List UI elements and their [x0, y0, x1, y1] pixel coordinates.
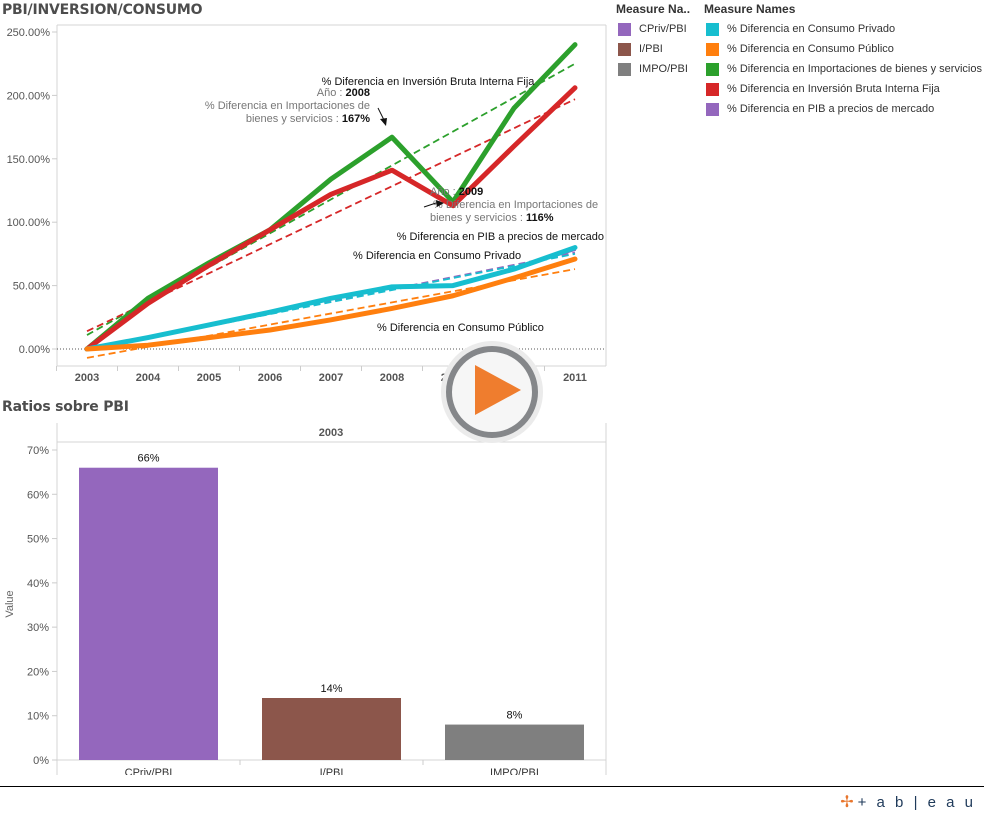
- legend-ratios-title: Measure Na..: [616, 2, 691, 16]
- legend-swatch: [706, 82, 719, 96]
- series-line: [84, 42, 578, 352]
- bar-marks: 66% CPriv/PBI 14% I/PBI 8% IMPO/PBI: [79, 453, 584, 775]
- legend-swatch: [706, 42, 719, 56]
- y-tick-label: 70%: [27, 445, 49, 457]
- legend-measure-item[interactable]: % Diferencia en PIB a precios de mercado: [704, 99, 982, 119]
- legend-swatch: [706, 22, 719, 36]
- play-button-ring: [446, 346, 538, 438]
- x-tick-label: 2005: [197, 372, 221, 384]
- legend-label: % Diferencia en Consumo Público: [727, 43, 894, 55]
- x-tick-label: 2004: [136, 372, 161, 384]
- y-tick-label: 30%: [27, 622, 49, 634]
- bar-data-label: 14%: [320, 683, 342, 695]
- bar-chart: 2003 0% 10% 20% 30% 40% 50% 60% 70% Value 66% CP…: [4, 423, 607, 775]
- legend-swatch: [618, 42, 631, 56]
- legend-swatch: [618, 22, 631, 36]
- x-tick-label: I/PBI: [320, 767, 344, 775]
- legend-label: % Diferencia en Importaciones de bienes …: [727, 63, 982, 75]
- annotation-year: Año : 2008: [317, 87, 370, 99]
- legend-label: CPriv/PBI: [639, 23, 687, 35]
- footer-divider: [0, 786, 984, 787]
- legend-label: % Diferencia en Inversión Bruta Interna …: [727, 83, 940, 95]
- y-tick-label: 250.00%: [7, 27, 51, 39]
- bar-data-label: 66%: [137, 453, 159, 465]
- legend-measure-item[interactable]: % Diferencia en Consumo Privado: [704, 19, 982, 39]
- bar-y-axis: 0% 10% 20% 30% 40% 50% 60% 70%: [27, 445, 57, 767]
- legend-swatch: [706, 102, 719, 116]
- x-tick-label: 2008: [380, 372, 404, 384]
- tableau-logo-text: + a b | e a u: [857, 793, 976, 811]
- y-tick-label: 0%: [33, 755, 49, 767]
- legend-ratio-item[interactable]: I/PBI: [616, 39, 690, 59]
- legend-label: IMPO/PBI: [639, 63, 688, 75]
- annotation-year: Año : 2009: [430, 186, 483, 198]
- y-tick-label: 50%: [27, 534, 49, 546]
- annotations: % Diferencia en Inversión Bruta Interna …: [205, 76, 604, 334]
- y-tick-label: 50.00%: [13, 281, 51, 293]
- line-series: [84, 42, 578, 352]
- annotation-measure: % Diferencia en Importaciones de: [433, 199, 598, 211]
- tableau-logo-mark-icon: ✢: [840, 794, 854, 811]
- y-tick-label: 0.00%: [19, 344, 50, 356]
- annotation-label: % Diferencia en PIB a precios de mercado: [397, 231, 604, 243]
- legend-ratio-item[interactable]: CPriv/PBI: [616, 19, 690, 39]
- annotation-measure: % Diferencia en Importaciones de: [205, 100, 370, 112]
- y-tick-label: 200.00%: [7, 90, 51, 102]
- line-y-axis: 0.00% 50.00% 100.00% 150.00% 200.00% 250.00%: [7, 27, 57, 356]
- play-button[interactable]: [441, 341, 543, 443]
- bar-chart-title: Ratios sobre PBI: [2, 399, 129, 415]
- bar: [262, 698, 401, 760]
- line-chart: 0.00%50.00%100.00%150.00%200.00%250.00% …: [7, 24, 607, 384]
- y-tick-label: 150.00%: [7, 154, 51, 166]
- series-line: [84, 85, 578, 352]
- line-chart-title: PBI/INVERSION/CONSUMO: [2, 2, 203, 18]
- play-icon: [475, 365, 521, 415]
- bar-y-axis-title: Value: [4, 590, 16, 617]
- y-tick-label: 100.00%: [7, 217, 51, 229]
- annotation-arrow: [423, 202, 437, 208]
- series-line: [84, 256, 578, 352]
- bar: [445, 724, 584, 760]
- y-tick-label: 20%: [27, 666, 49, 678]
- x-tick-label: 2007: [319, 372, 343, 384]
- y-tick-label: 60%: [27, 489, 49, 501]
- legend-swatch: [618, 62, 631, 76]
- legend-label: % Diferencia en Consumo Privado: [727, 23, 896, 35]
- y-tick-label: 10%: [27, 711, 49, 723]
- annotation-arrowhead: [436, 200, 444, 207]
- annotation-label: % Diferencia en Consumo Privado: [353, 250, 521, 262]
- annotation-value: bienes y servicios : 116%: [430, 212, 554, 224]
- legend-label: I/PBI: [639, 43, 663, 55]
- legend-label: % Diferencia en PIB a precios de mercado: [727, 103, 935, 115]
- legend-measures: Measure Names % Diferencia en Consumo Pr…: [704, 2, 982, 119]
- bar-header-label: 2003: [319, 427, 343, 439]
- bar: [79, 467, 218, 760]
- annotation-arrowhead: [380, 118, 387, 126]
- bar-data-label: 8%: [507, 710, 523, 722]
- annotation-label: % Diferencia en Consumo Público: [377, 322, 544, 334]
- legend-ratios: Measure Na.. CPriv/PBI I/PBI IMPO/PBI: [616, 2, 690, 79]
- legend-measure-item[interactable]: % Diferencia en Importaciones de bienes …: [704, 59, 982, 79]
- legend-measure-item[interactable]: % Diferencia en Inversión Bruta Interna …: [704, 79, 982, 99]
- x-tick-label: 2006: [258, 372, 282, 384]
- legend-swatch: [706, 62, 719, 76]
- annotation-value: bienes y servicios : 167%: [246, 113, 370, 125]
- annotation-arrow: [377, 107, 385, 121]
- x-tick-label: IMPO/PBI: [490, 767, 539, 775]
- x-tick-label: 2011: [563, 372, 587, 384]
- tableau-logo[interactable]: ✢ + a b | e a u: [840, 792, 976, 812]
- x-tick-label: 2003: [75, 372, 99, 384]
- x-tick-label: CPriv/PBI: [125, 767, 173, 775]
- legend-measures-title: Measure Names: [704, 2, 796, 16]
- legend-ratio-item[interactable]: IMPO/PBI: [616, 59, 690, 79]
- y-tick-label: 40%: [27, 578, 49, 590]
- series-line: [84, 245, 578, 352]
- annotation-label: % Diferencia en Inversión Bruta Interna …: [322, 76, 536, 88]
- legend-measure-item[interactable]: % Diferencia en Consumo Público: [704, 39, 982, 59]
